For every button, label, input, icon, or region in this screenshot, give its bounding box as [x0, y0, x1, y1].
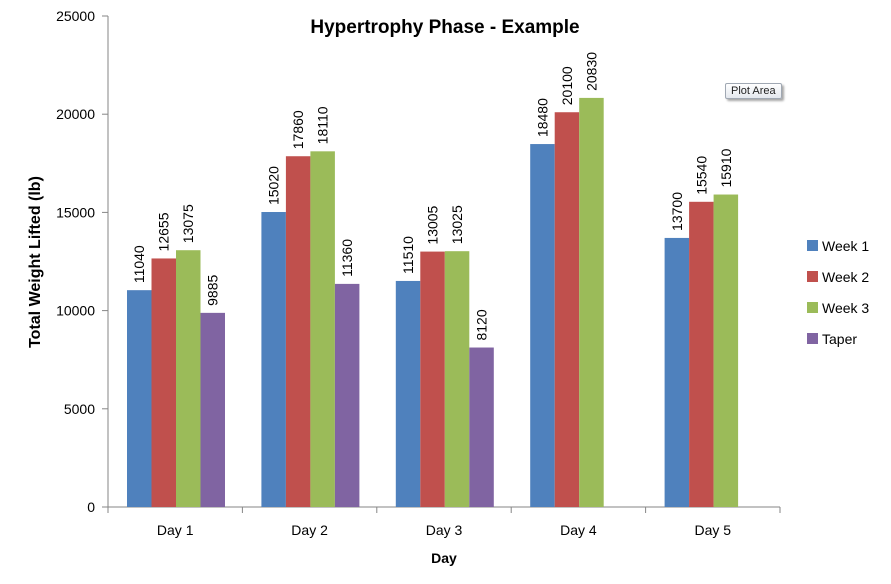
bar: [444, 251, 470, 507]
x-tick-label: Day 4: [560, 522, 597, 538]
legend-label: Week 1: [822, 238, 869, 254]
bar: [420, 251, 445, 507]
bar: [395, 280, 421, 507]
bar: [530, 144, 555, 507]
data-label: 15910: [718, 148, 734, 187]
data-label: 15020: [266, 166, 282, 205]
legend-swatch: [807, 333, 818, 344]
bar: [664, 237, 690, 507]
legend-swatch: [807, 302, 818, 313]
bar: [261, 212, 286, 507]
legend-label: Week 2: [822, 269, 869, 285]
bar: [176, 250, 201, 507]
data-label: 20100: [559, 66, 575, 105]
bar: [579, 97, 604, 507]
data-label: 18480: [534, 98, 550, 137]
y-axis-label: Total Weight Lifted (lb): [27, 176, 44, 348]
data-label: 18110: [315, 106, 331, 144]
data-label: 13005: [425, 205, 441, 244]
data-label: 13075: [180, 204, 196, 243]
x-tick-label: Day 3: [426, 522, 463, 538]
data-label: 11510: [400, 236, 416, 274]
axes: 0 5000 10000 15000 20000 25000 Day 1 Day 2 Day 3…: [56, 8, 781, 538]
y-tick-label: 15000: [56, 204, 95, 220]
plot-area-tooltip: Plot Area: [725, 83, 782, 99]
bar: [200, 312, 225, 507]
x-tick-label: Day 2: [291, 522, 328, 538]
data-label: 20830: [583, 52, 599, 91]
data-label: 13025: [449, 205, 465, 244]
data-label: 9885: [205, 275, 221, 306]
bar: [285, 156, 311, 507]
y-tick-label: 5000: [64, 401, 95, 417]
bars: [127, 97, 739, 508]
bar: [689, 201, 714, 507]
data-label: 8120: [474, 309, 490, 340]
y-tick-label: 10000: [56, 303, 95, 319]
data-labels: 11040 15020 11510 18480 13700 12655 17860 13005…: [131, 52, 734, 341]
data-label: 11360: [339, 239, 355, 277]
x-axis-label: Day: [431, 550, 457, 566]
bar: [127, 290, 152, 507]
bar: [713, 194, 739, 508]
bar: [310, 151, 335, 508]
data-label: 13700: [669, 192, 685, 231]
legend-label: Taper: [822, 331, 857, 347]
legend-swatch: [807, 240, 818, 251]
legend-swatch: [807, 271, 818, 282]
bar: [469, 347, 494, 507]
legend: Week 1 Week 2 Week 3 Taper: [807, 238, 869, 347]
bar: [151, 258, 176, 507]
y-tick-label: 20000: [56, 106, 95, 122]
y-tick-label: 25000: [56, 8, 95, 24]
chart-title: Hypertrophy Phase - Example: [310, 17, 579, 38]
bar: [554, 112, 580, 508]
x-tick-label: Day 1: [157, 522, 194, 538]
legend-label: Week 3: [822, 300, 869, 316]
data-label: 17860: [290, 110, 306, 149]
bar: [334, 283, 360, 507]
x-tick-label: Day 5: [695, 522, 732, 538]
y-tick-label: 0: [87, 499, 95, 515]
data-label: 11040: [131, 245, 147, 283]
data-label: 12655: [156, 212, 172, 251]
data-label: 15540: [693, 156, 709, 195]
